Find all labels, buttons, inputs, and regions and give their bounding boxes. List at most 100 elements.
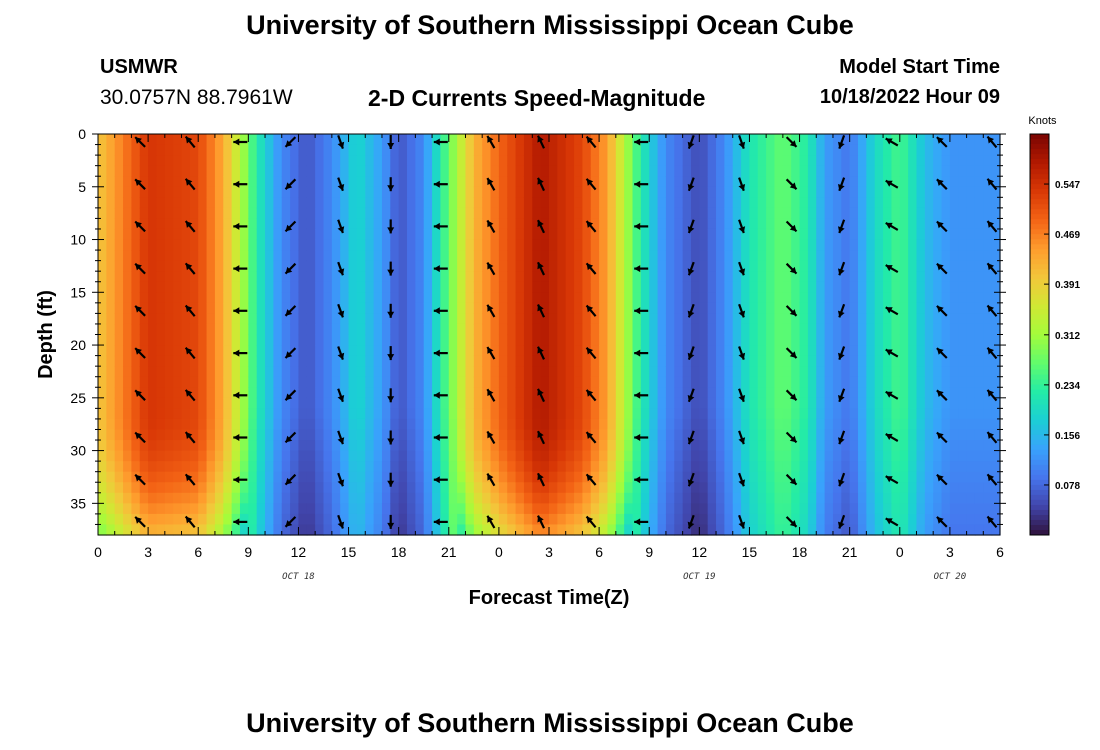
heat-cell xyxy=(716,355,725,367)
heat-cell xyxy=(156,197,166,209)
heat-cell xyxy=(198,218,208,230)
colorbar-segment xyxy=(1030,284,1049,290)
heat-cell xyxy=(874,323,884,336)
heat-cell xyxy=(966,376,976,388)
heat-cell xyxy=(832,302,842,314)
heat-cell xyxy=(707,482,717,494)
heat-cell xyxy=(98,218,107,230)
arrow-head xyxy=(185,432,193,439)
heat-cell xyxy=(991,228,1001,241)
heat-cell xyxy=(941,397,951,409)
heat-cell xyxy=(799,482,809,494)
heat-cell xyxy=(632,366,642,378)
heat-cell xyxy=(883,355,893,367)
heat-cell xyxy=(365,334,375,346)
x-axis-label: Forecast Time(Z) xyxy=(469,587,630,609)
heat-cell xyxy=(732,313,742,325)
current-arrow xyxy=(738,135,746,149)
heat-cell xyxy=(799,176,809,188)
heat-cell xyxy=(791,429,801,441)
heat-cell xyxy=(348,376,358,388)
heat-cell xyxy=(841,418,851,431)
heat-cell xyxy=(640,524,650,536)
arrow-head xyxy=(789,266,797,274)
heat-cell xyxy=(816,408,826,420)
heat-cell xyxy=(315,302,325,314)
heat-cell xyxy=(507,440,517,452)
heat-cell xyxy=(849,144,859,156)
heat-cell xyxy=(866,471,876,483)
heat-cell xyxy=(181,513,191,526)
heat-cell xyxy=(649,513,659,526)
heat-cell xyxy=(123,313,133,325)
heat-cell xyxy=(724,387,734,399)
heat-cell xyxy=(699,271,709,283)
heat-cell xyxy=(724,302,734,314)
heat-cell xyxy=(248,397,258,409)
heat-cell xyxy=(440,176,450,188)
heat-cell xyxy=(824,376,834,388)
heat-cell xyxy=(866,302,876,314)
y-axis-label: Depth (ft) xyxy=(35,290,57,379)
heat-cell xyxy=(390,186,400,198)
heat-cell xyxy=(908,408,918,420)
heat-cell xyxy=(465,155,475,167)
heat-cell xyxy=(674,355,684,367)
heat-cell xyxy=(198,302,208,314)
heat-cell xyxy=(549,366,558,378)
heat-cell xyxy=(123,260,133,272)
heat-cell xyxy=(791,144,801,156)
heat-cell xyxy=(373,260,383,272)
heat-cell xyxy=(198,366,208,378)
arrow-head xyxy=(789,224,797,232)
heat-cell xyxy=(148,281,158,293)
heat-cell xyxy=(231,376,241,388)
heat-cell xyxy=(924,260,934,272)
heat-cell xyxy=(156,292,166,304)
heat-cell xyxy=(490,440,500,452)
heat-cell xyxy=(832,376,842,388)
heat-cell xyxy=(816,482,826,494)
heat-cell xyxy=(507,355,517,367)
heat-cell xyxy=(457,482,467,494)
heat-cell xyxy=(281,397,291,409)
heat-cell xyxy=(131,408,141,420)
heat-cell xyxy=(248,513,258,526)
colorbar-segment xyxy=(1030,519,1049,526)
heat-cell xyxy=(807,176,817,188)
colorbar-segment xyxy=(1030,504,1049,511)
heat-cell xyxy=(657,440,667,452)
heat-cell xyxy=(164,387,174,399)
heat-cell xyxy=(214,524,224,536)
heat-cell xyxy=(615,165,625,177)
heat-cell xyxy=(498,250,508,262)
heat-cell xyxy=(432,134,442,146)
heat-cell xyxy=(256,323,266,336)
heat-cell xyxy=(490,281,500,293)
heat-cell xyxy=(657,165,667,177)
heat-cell xyxy=(883,366,893,378)
heat-cell xyxy=(858,387,867,399)
heat-cell xyxy=(557,186,567,198)
heat-cell xyxy=(841,134,851,146)
heat-cell xyxy=(181,503,191,515)
heat-cell xyxy=(774,165,784,177)
heat-cell xyxy=(381,186,391,198)
heat-cell xyxy=(699,323,709,336)
heat-cell xyxy=(106,186,116,198)
heat-cell xyxy=(741,376,751,388)
heat-cell xyxy=(908,239,918,251)
heat-cell xyxy=(574,524,584,536)
heat-cell xyxy=(340,250,350,262)
heat-cell xyxy=(189,239,199,251)
heat-cell xyxy=(298,155,308,167)
heat-cell xyxy=(665,239,675,251)
heat-cell xyxy=(557,207,567,220)
heat-cell xyxy=(206,292,216,304)
heat-cell xyxy=(148,482,158,494)
arrow-head xyxy=(687,184,695,191)
heat-cell xyxy=(281,355,291,367)
current-arrow xyxy=(738,472,746,487)
heat-cell xyxy=(498,387,508,399)
current-arrow xyxy=(687,514,695,529)
